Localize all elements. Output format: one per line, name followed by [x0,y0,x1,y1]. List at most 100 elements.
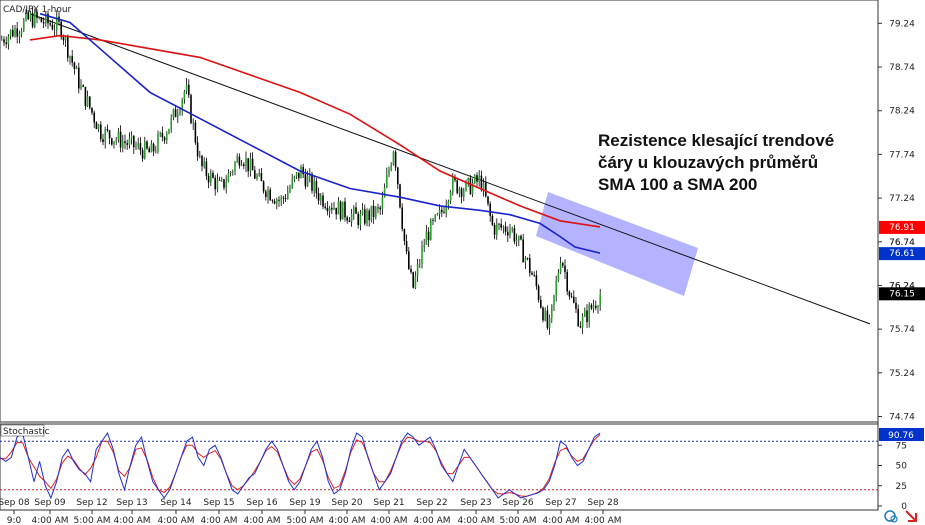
candle-body [234,162,236,172]
x-time-label: 9:0 [7,516,22,525]
stochastic-label-box [0,424,45,437]
candle-body [31,13,34,27]
candle-body [111,138,113,145]
candle-body [562,262,564,266]
candle-body [372,205,375,218]
x-time-label: 5:00 AM [287,516,324,525]
candle-body [313,180,315,191]
candle-body [401,207,403,230]
candle-body [163,137,166,141]
candle-body [282,197,285,199]
stochastic-lines-group [0,432,601,500]
moving-averages-group [29,12,601,254]
candle-body [443,212,445,213]
candle-body [546,310,549,328]
candle-body [320,195,322,201]
candle-body [170,117,172,129]
candle-body [535,275,538,286]
sync-icon[interactable] [884,510,898,523]
x-time-label: 4:00 AM [329,516,366,525]
trendline [29,13,871,325]
price-label-bg [879,287,925,301]
candle-body [137,143,139,147]
candle-body [214,177,216,190]
candle-body [306,176,309,187]
candle-body [161,132,164,138]
candle-body [489,203,491,216]
candle-body [106,129,109,131]
candle-body [370,205,373,221]
candle-body [493,224,496,235]
candle-body [212,172,214,178]
x-date-label: Sep 14 [160,498,192,508]
candle-body [441,209,443,213]
candle-body [287,191,289,199]
candle-body [564,265,566,273]
stochastic-axis-ticks: 75 50 25 0 [0,440,907,512]
candle-body [247,158,249,172]
candle-body [194,122,197,143]
candle-body [130,135,133,139]
candle-body [84,86,87,107]
candle-body [445,205,447,213]
candle-body [95,122,98,130]
x-time-label: 4:00 AM [158,516,195,525]
candle-body [555,280,557,296]
candle-body [75,67,78,70]
candle-body [599,294,601,307]
candle-body [157,134,159,152]
candle-body [51,24,54,30]
price-axis-ticks: 79.24 78.74 78.24 77.74 77.24 76.74 76.24 75.74… [878,19,915,423]
x-time-label: 4:00 AM [114,516,151,525]
candle-body [412,272,414,288]
candle-body [172,109,175,118]
candle-body [265,191,267,197]
arrow-icon[interactable] [904,510,918,522]
candle-body [203,161,205,167]
candle-body [361,209,364,214]
price-label: 76.91 [889,223,915,233]
candle-body [432,219,434,221]
candle-body [405,241,408,252]
candle-body [386,174,388,188]
chart-title: CAD/JPY 1-hour [3,5,72,15]
candle-body [113,141,115,145]
candle-body [557,272,560,281]
stochastic-value-label-bg [879,428,924,441]
candle-body [487,196,489,204]
candle-body [478,175,480,182]
candle-body [595,305,597,308]
candle-body [324,206,326,208]
candle-body [128,138,131,145]
candle-body [179,110,181,114]
candle-body [476,175,478,182]
x-date-label: Sep 16 [246,498,278,508]
candle-body [298,172,300,179]
candle-body [196,142,199,157]
candle-body [192,122,194,124]
candle-body [311,173,313,191]
candle-body [383,187,386,198]
candles-group [1,6,601,335]
x-date-label: Sep 12 [76,498,107,508]
candle-body [148,148,150,153]
candle-body [100,124,102,140]
candle-body [240,164,243,166]
candle-body [262,181,265,192]
x-time-label: 4:00 AM [371,516,408,525]
candle-body [62,37,65,41]
candle-body [531,272,533,275]
candle-body [480,175,483,190]
candle-body [302,166,304,175]
candle-body [425,231,428,245]
candle-body [102,139,104,143]
candle-body [260,173,263,182]
x-time-label: 5:00 AM [74,516,111,525]
y-tick-label: 77.24 [889,194,915,204]
candle-body [375,207,377,218]
candle-body [18,33,21,37]
candle-body [91,107,93,113]
y-tick-label: 77.74 [889,150,915,160]
candle-body [177,113,179,118]
candle-body [524,258,527,263]
